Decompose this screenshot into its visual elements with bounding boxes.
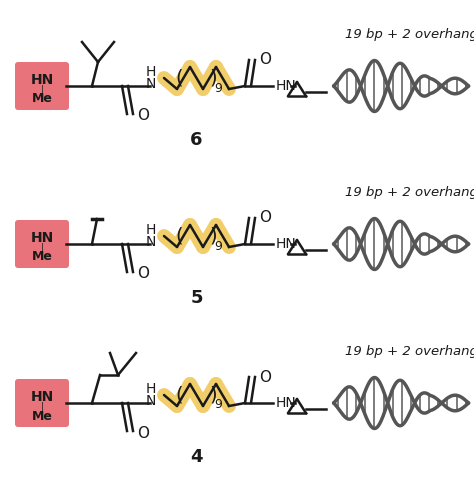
Text: |: | — [40, 402, 44, 412]
Text: O: O — [259, 211, 271, 226]
Text: N: N — [146, 235, 156, 249]
Text: N: N — [146, 394, 156, 408]
Text: (: ( — [176, 227, 183, 245]
Text: O: O — [259, 52, 271, 68]
Text: O: O — [137, 108, 149, 123]
Text: (: ( — [176, 69, 183, 87]
FancyBboxPatch shape — [15, 62, 69, 110]
Text: O: O — [137, 425, 149, 441]
Text: 5: 5 — [190, 289, 203, 307]
Text: ): ) — [210, 385, 217, 405]
Text: O: O — [137, 266, 149, 281]
Text: 9: 9 — [215, 398, 222, 411]
Text: 19 bp + 2 overhang: 19 bp + 2 overhang — [345, 186, 474, 199]
Text: (: ( — [176, 385, 183, 405]
Text: HN: HN — [276, 237, 297, 251]
Text: HN: HN — [276, 396, 297, 410]
Text: HN: HN — [30, 231, 54, 245]
Text: 9: 9 — [215, 82, 222, 95]
Text: 4: 4 — [190, 448, 203, 466]
FancyBboxPatch shape — [15, 220, 69, 268]
FancyBboxPatch shape — [15, 379, 69, 427]
Text: Me: Me — [32, 93, 53, 106]
Text: HN: HN — [30, 390, 54, 404]
Text: HN: HN — [276, 79, 297, 93]
Text: 9: 9 — [215, 240, 222, 252]
Text: O: O — [259, 370, 271, 384]
Text: HN: HN — [30, 73, 54, 87]
Text: Me: Me — [32, 409, 53, 422]
Text: |: | — [40, 243, 44, 253]
Text: H: H — [146, 223, 156, 237]
Text: Me: Me — [32, 251, 53, 264]
Text: 19 bp + 2 overhang: 19 bp + 2 overhang — [345, 345, 474, 358]
Text: |: | — [40, 85, 44, 95]
Text: 6: 6 — [190, 131, 203, 149]
Text: H: H — [146, 65, 156, 79]
Text: N: N — [146, 77, 156, 91]
Text: 19 bp + 2 overhang: 19 bp + 2 overhang — [345, 28, 474, 41]
Text: H: H — [146, 382, 156, 396]
Text: ): ) — [210, 227, 217, 245]
Text: ): ) — [210, 69, 217, 87]
